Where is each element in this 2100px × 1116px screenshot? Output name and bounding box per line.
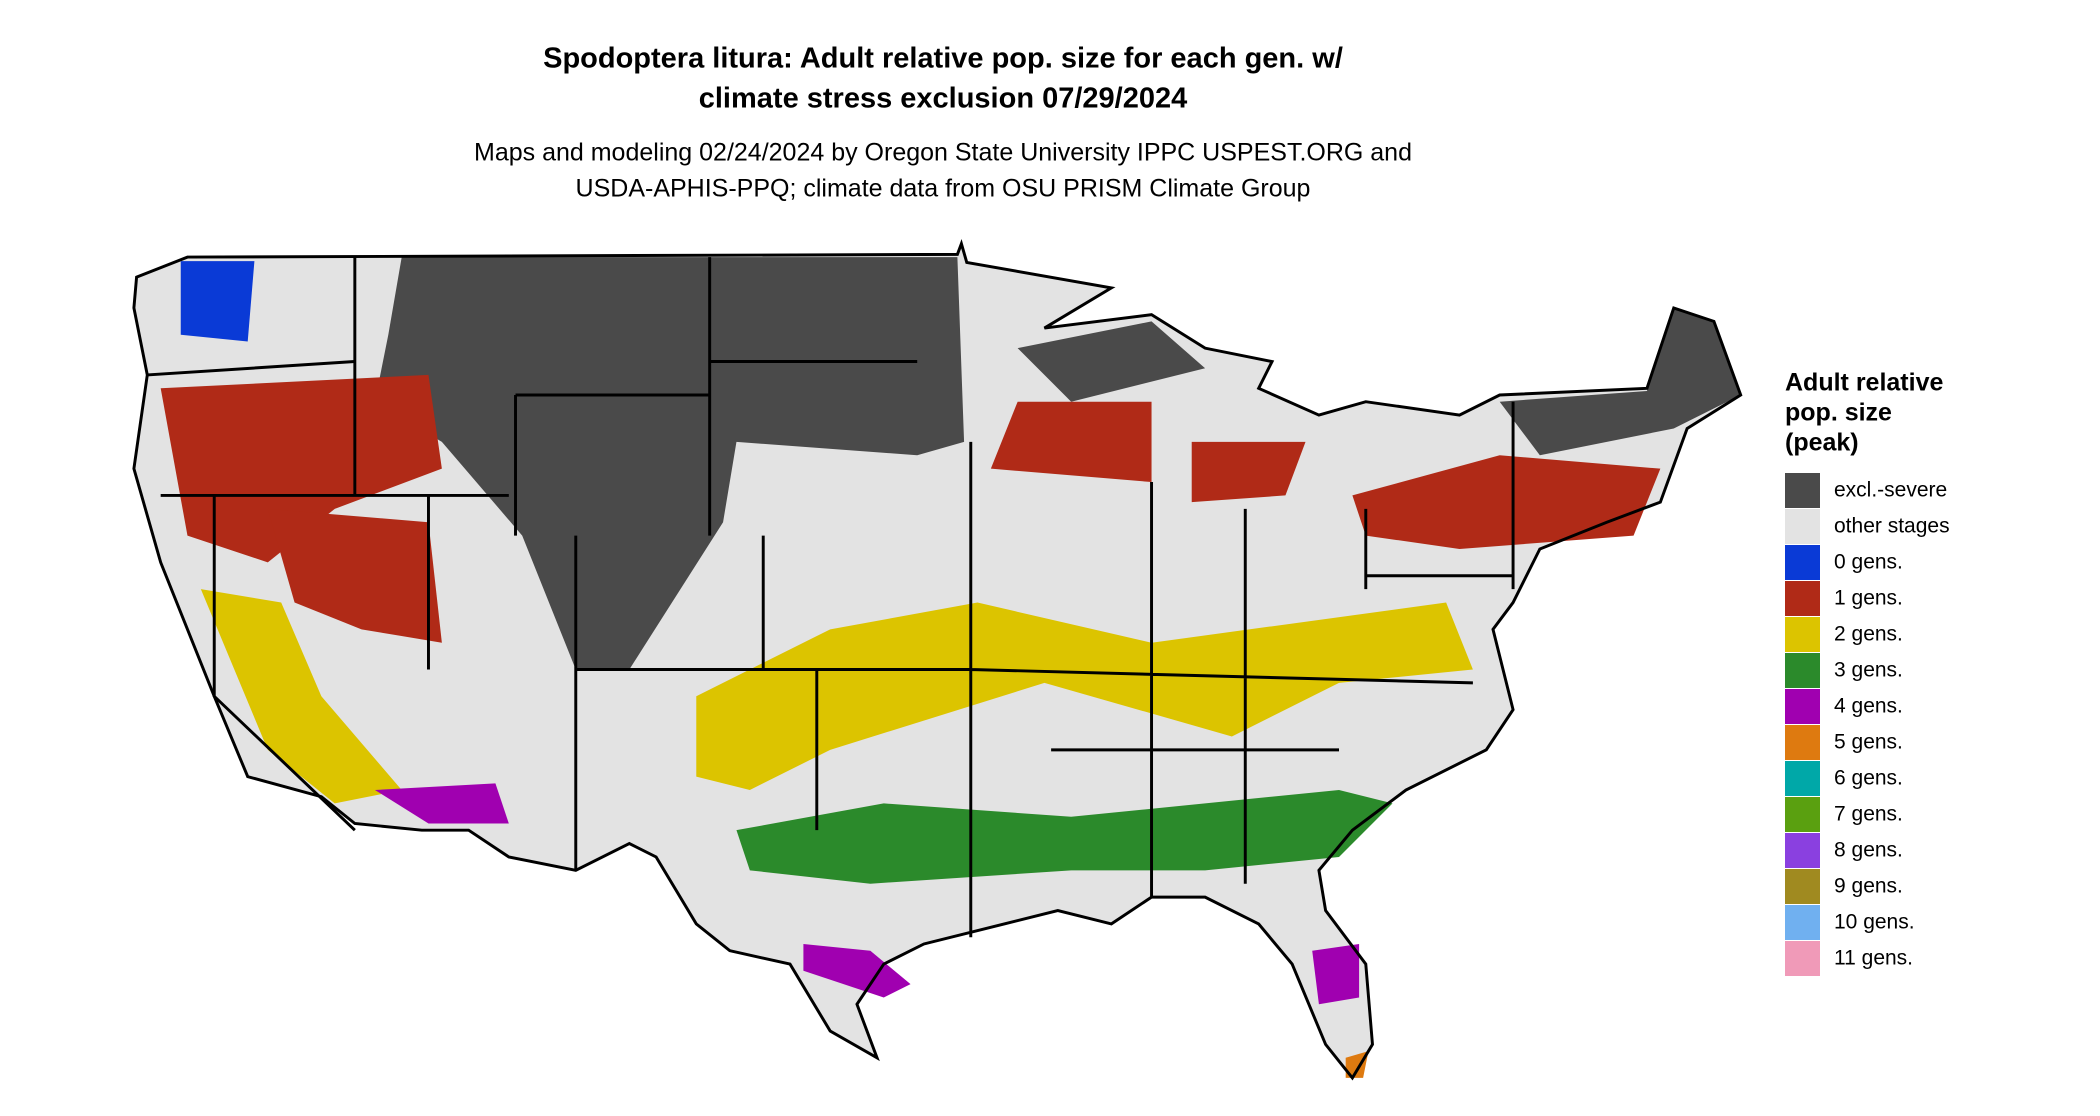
legend-label: 8 gens. [1834, 839, 1903, 862]
legend-label: 4 gens. [1834, 695, 1903, 718]
legend-label: 0 gens. [1834, 551, 1903, 574]
legend-label: other stages [1834, 515, 1950, 538]
legend-label: 7 gens. [1834, 803, 1903, 826]
legend-label: 9 gens. [1834, 875, 1903, 898]
legend-label: 5 gens. [1834, 731, 1903, 754]
legend-swatch [1785, 869, 1820, 904]
map-region [180, 261, 255, 342]
legend-swatch [1785, 833, 1820, 868]
legend-title: Adult relative [1785, 369, 1943, 397]
legend-label: 2 gens. [1834, 623, 1903, 646]
legend-swatch [1785, 689, 1820, 724]
map-region [374, 783, 509, 824]
map-region [1017, 321, 1206, 402]
legend-title: (peak) [1785, 429, 1859, 457]
legend-title: pop. size [1785, 399, 1892, 427]
legend-swatch [1785, 581, 1820, 616]
title: climate stress exclusion 07/29/2024 [699, 83, 1187, 115]
legend-swatch [1785, 797, 1820, 832]
map-region [1312, 943, 1360, 1005]
us-map [132, 238, 1743, 1081]
title: Spodoptera litura: Adult relative pop. s… [543, 43, 1343, 75]
legend-label: 10 gens. [1834, 911, 1915, 934]
subtitle: Maps and modeling 02/24/2024 by Oregon S… [474, 139, 1412, 167]
state-border [132, 238, 1743, 1081]
map-region [990, 401, 1152, 483]
map-region [160, 374, 442, 563]
map-region [1352, 455, 1661, 549]
legend-label: excl.-severe [1834, 479, 1947, 502]
legend-swatch [1785, 761, 1820, 796]
subtitle: USDA-APHIS-PPQ; climate data from OSU PR… [576, 175, 1311, 203]
map-region [1191, 441, 1306, 503]
legend-label: 3 gens. [1834, 659, 1903, 682]
legend-swatch [1785, 725, 1820, 760]
legend-swatch [1785, 653, 1820, 688]
legend: excl.-severe other stages 0 gens. 1 gens. 2 … [1785, 473, 1950, 976]
legend-label: 1 gens. [1834, 587, 1903, 610]
legend-swatch [1785, 905, 1820, 940]
map-region [736, 790, 1393, 884]
legend-label: 11 gens. [1834, 947, 1913, 970]
map-region [267, 508, 442, 643]
legend-swatch [1785, 545, 1820, 580]
map-region [803, 943, 911, 998]
legend-label: 6 gens. [1834, 767, 1903, 790]
legend-swatch [1785, 941, 1820, 976]
legend-swatch [1785, 509, 1820, 544]
map-region [1499, 307, 1741, 456]
map-region [696, 602, 1473, 791]
legend-swatch [1785, 473, 1820, 508]
legend-swatch [1785, 617, 1820, 652]
state-border [147, 257, 1515, 938]
map-region [200, 589, 402, 804]
